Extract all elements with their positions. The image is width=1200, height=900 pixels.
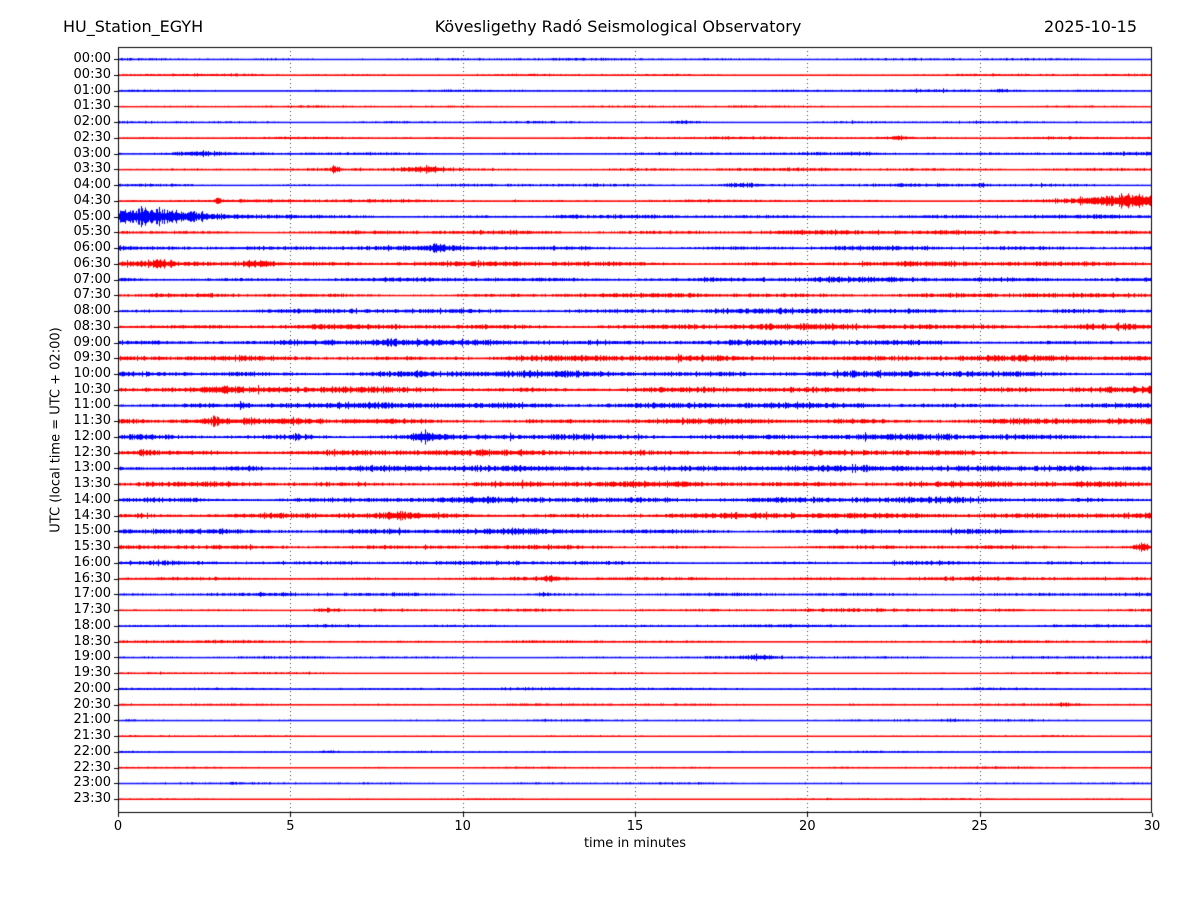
y-tick-label: 17:00 <box>73 586 111 602</box>
y-tick-label: 10:00 <box>73 366 111 381</box>
y-tick-label: 01:00 <box>73 82 111 98</box>
y-tick-label: 15:00 <box>73 523 111 539</box>
y-tick-label: 15:30 <box>73 539 111 555</box>
y-tick-label: 09:00 <box>73 334 111 350</box>
x-tick-label: 15 <box>626 819 644 834</box>
y-tick-label: 02:30 <box>73 129 111 145</box>
y-tick-label: 13:30 <box>73 476 111 492</box>
y-tick-label: 01:30 <box>73 98 111 114</box>
y-tick-label: 19:00 <box>73 649 111 665</box>
y-tick-label: 18:00 <box>73 617 111 633</box>
x-tick-label: 0 <box>113 819 123 834</box>
station-title: HU_Station_EGYH <box>63 17 204 36</box>
y-tick-label: 04:30 <box>73 192 111 208</box>
y-tick-label: 14:30 <box>73 507 111 523</box>
x-axis-label: time in minutes <box>583 836 687 851</box>
y-tick-label: 05:30 <box>73 224 111 240</box>
y-tick-label: 20:30 <box>73 696 111 712</box>
y-tick-label: 05:00 <box>73 208 111 224</box>
y-tick-label: 00:00 <box>73 51 111 67</box>
y-tick-label: 07:30 <box>73 287 111 303</box>
y-tick-label: 06:00 <box>73 240 111 256</box>
x-tick-label: 10 <box>454 819 471 834</box>
y-tick-label: 21:30 <box>73 728 111 744</box>
y-tick-label: 23:30 <box>73 791 111 806</box>
y-tick-label: 09:30 <box>73 350 111 366</box>
y-tick-label: 19:30 <box>73 665 111 681</box>
y-tick-label: 23:00 <box>73 775 111 791</box>
x-tick-label: 5 <box>286 819 295 834</box>
y-tick-label: 08:00 <box>73 303 111 319</box>
y-tick-label: 10:30 <box>73 381 111 397</box>
x-tick-label: 30 <box>1143 819 1161 834</box>
y-tick-label: 00:30 <box>73 66 111 82</box>
y-tick-label: 06:30 <box>73 255 111 271</box>
date-label: 2025-10-15 <box>1044 17 1137 36</box>
y-tick-label: 07:00 <box>73 271 111 287</box>
y-tick-label: 02:00 <box>73 114 111 130</box>
y-tick-label: 16:00 <box>73 554 111 570</box>
y-tick-label: 08:30 <box>73 318 111 334</box>
y-tick-label: 18:30 <box>73 633 111 649</box>
y-tick-label: 12:00 <box>73 428 111 444</box>
y-tick-label: 03:00 <box>73 145 111 161</box>
y-tick-label: 11:00 <box>73 397 111 413</box>
x-tick-label: 20 <box>799 819 816 834</box>
y-tick-label: 17:30 <box>73 602 111 618</box>
y-tick-label: 20:00 <box>73 680 111 696</box>
y-tick-label: 16:30 <box>73 570 111 586</box>
y-tick-label: 22:30 <box>73 759 111 775</box>
y-tick-label: 11:30 <box>73 413 111 429</box>
observatory-title: Kövesligethy Radó Seismological Observat… <box>434 17 802 36</box>
y-tick-label: 22:00 <box>73 743 111 759</box>
y-tick-label: 04:00 <box>73 177 111 193</box>
y-tick-label: 21:00 <box>73 712 111 728</box>
x-tick-label: 25 <box>971 819 988 834</box>
y-tick-label: 12:30 <box>73 444 111 460</box>
y-tick-label: 13:00 <box>73 460 111 476</box>
y-tick-label: 03:30 <box>73 161 111 177</box>
y-tick-label: 14:00 <box>73 491 111 507</box>
